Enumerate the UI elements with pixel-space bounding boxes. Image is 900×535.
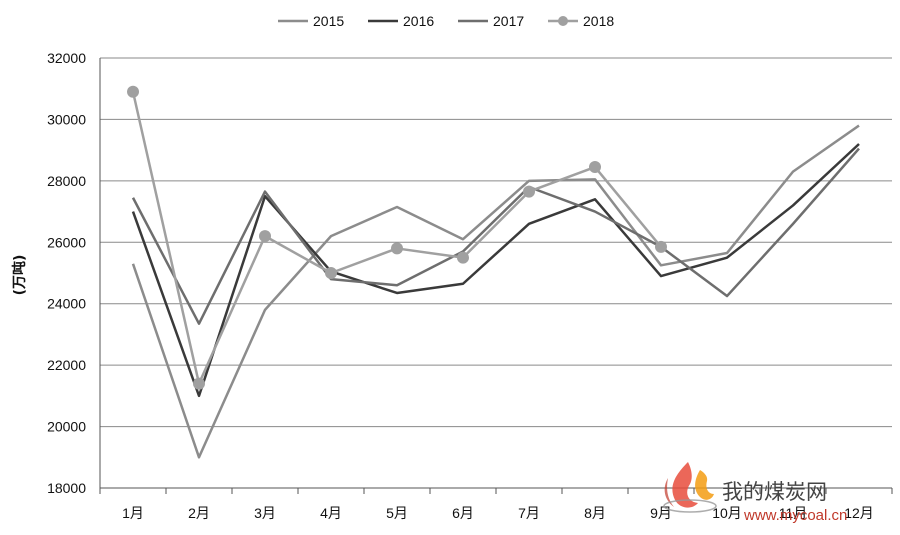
data-point-2018 <box>457 251 469 264</box>
data-point-2018 <box>193 377 205 390</box>
legend-label: 2016 <box>403 13 434 29</box>
legend-item-2017: 2017 <box>458 13 524 29</box>
x-tick-label: 9月 <box>650 505 672 521</box>
x-tick-label: 6月 <box>452 505 474 521</box>
legend-item-2018: 2018 <box>548 13 614 29</box>
x-tick-label: 8月 <box>584 505 606 521</box>
x-tick-label: 7月 <box>518 505 540 521</box>
flame-icon <box>663 462 717 513</box>
y-tick-label: 22000 <box>47 357 86 373</box>
watermark-logo: 我的煤炭网 www.mycoal.cn <box>663 462 847 524</box>
watermark-text: 我的煤炭网 <box>722 480 827 504</box>
x-tick-label: 1月 <box>122 505 144 521</box>
data-point-2018 <box>259 230 271 243</box>
legend-marker <box>558 16 568 26</box>
legend-item-2015: 2015 <box>278 13 344 29</box>
axes: 18000 20000 22000 24000 26000 28000 30000 32000… <box>47 50 893 521</box>
data-point-2018 <box>655 240 667 253</box>
data-point-2018 <box>127 85 139 98</box>
legend-label: 2018 <box>583 13 614 29</box>
legend-label: 2017 <box>493 13 524 29</box>
legend: 2015 2016 2017 2018 <box>278 13 614 29</box>
series-line-2015 <box>131 124 860 459</box>
data-point-2018 <box>589 161 601 174</box>
y-tick-label: 28000 <box>47 173 86 189</box>
y-tick-label: 30000 <box>47 111 86 127</box>
legend-item-2016: 2016 <box>368 13 434 29</box>
data-point-2018 <box>391 242 403 255</box>
y-tick-label: 24000 <box>47 296 86 312</box>
data-point-2018 <box>325 267 337 279</box>
series-line-2018 <box>131 91 662 385</box>
x-tick-label: 5月 <box>386 505 408 521</box>
grid-lines <box>100 57 892 428</box>
series-line-2017 <box>131 147 860 325</box>
x-tick-label: 12月 <box>844 505 874 521</box>
y-axis-title: (万吨) <box>11 255 28 296</box>
data-point-2018 <box>523 185 535 198</box>
y-tick-label: 32000 <box>47 50 86 66</box>
x-tick-label: 2月 <box>188 505 210 521</box>
watermark-url: www.mycoal.cn <box>743 507 847 524</box>
series-lines <box>127 85 860 459</box>
x-tick-label: 3月 <box>254 505 276 521</box>
legend-label: 2015 <box>313 13 344 29</box>
y-tick-label: 20000 <box>47 419 86 435</box>
series-line-2016 <box>131 143 860 398</box>
x-tick-label: 10月 <box>712 505 742 521</box>
x-tick-label: 4月 <box>320 505 342 521</box>
x-tick-label: 11月 <box>779 505 808 521</box>
y-tick-label: 26000 <box>47 234 86 250</box>
y-tick-label: 18000 <box>47 480 86 496</box>
